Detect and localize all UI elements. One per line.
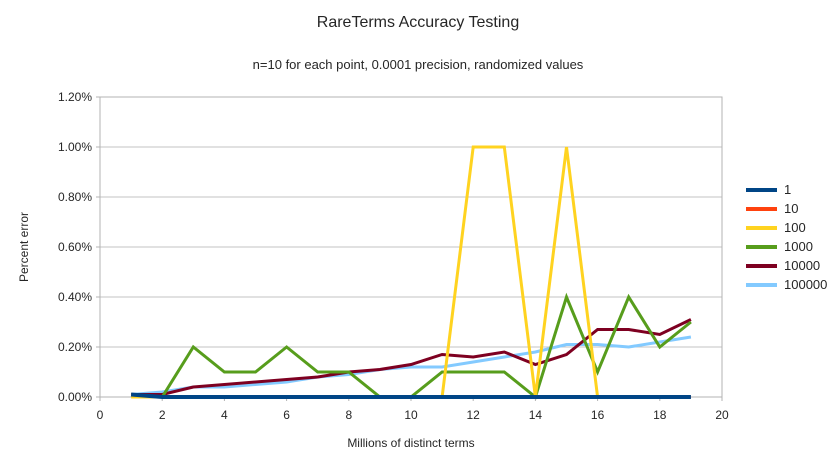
legend-item-1000: 1000	[746, 237, 827, 256]
y-tick-label: 1.00%	[57, 140, 92, 154]
legend-label: 1000	[784, 239, 813, 254]
y-tick-label: 0.00%	[57, 390, 92, 404]
legend-swatch-100000	[746, 282, 777, 287]
legend: 1 10 100 1000 10000 100000	[746, 180, 827, 294]
chart-title: RareTerms Accuracy Testing	[316, 14, 520, 31]
x-tick-label: 6	[283, 408, 290, 422]
legend-swatch-1000	[746, 244, 777, 249]
series-line-100	[131, 145, 691, 399]
legend-item-100: 100	[746, 218, 827, 237]
legend-label: 100	[784, 220, 806, 235]
x-tick-label: 14	[528, 408, 543, 422]
x-tick-label: 20	[715, 408, 729, 422]
legend-label: 10000	[784, 258, 821, 273]
legend-item-1: 1	[746, 180, 827, 199]
legend-item-10000: 10000	[746, 256, 827, 275]
legend-label: 1	[784, 182, 792, 197]
legend-swatch-1	[746, 187, 777, 192]
series-line-10000	[131, 318, 692, 396]
x-tick-label: 16	[590, 408, 605, 422]
legend-label: 10	[784, 201, 799, 216]
x-tick-label: 8	[345, 408, 353, 422]
series-line-100000	[130, 335, 692, 396]
y-tick-label: 0.40%	[57, 290, 92, 304]
x-tick-label: 12	[466, 408, 480, 422]
legend-swatch-10	[746, 206, 777, 211]
legend-item-10: 10	[746, 199, 827, 218]
x-axis-title: Millions of distinct terms	[347, 436, 475, 450]
y-tick-label: 1.20%	[57, 90, 92, 104]
x-tick-label: 2	[158, 408, 166, 422]
chart-subtitle: n=10 for each point, 0.0001 precision, r…	[252, 57, 584, 72]
y-tick-label: 0.80%	[57, 190, 92, 204]
legend-swatch-10000	[746, 263, 777, 268]
legend-item-100000: 100000	[746, 275, 827, 294]
x-tick-label: 10	[404, 408, 418, 422]
x-tick-label: 0	[96, 408, 104, 422]
y-tick-label: 0.20%	[57, 340, 92, 354]
x-tick-label: 18	[653, 408, 667, 422]
legend-label: 100000	[784, 277, 828, 292]
series-line-1	[130, 392, 691, 399]
y-tick-label: 0.60%	[57, 240, 92, 254]
x-tick-label: 4	[221, 408, 228, 422]
legend-swatch-100	[746, 225, 777, 230]
y-axis-title: Percent error	[17, 211, 31, 283]
